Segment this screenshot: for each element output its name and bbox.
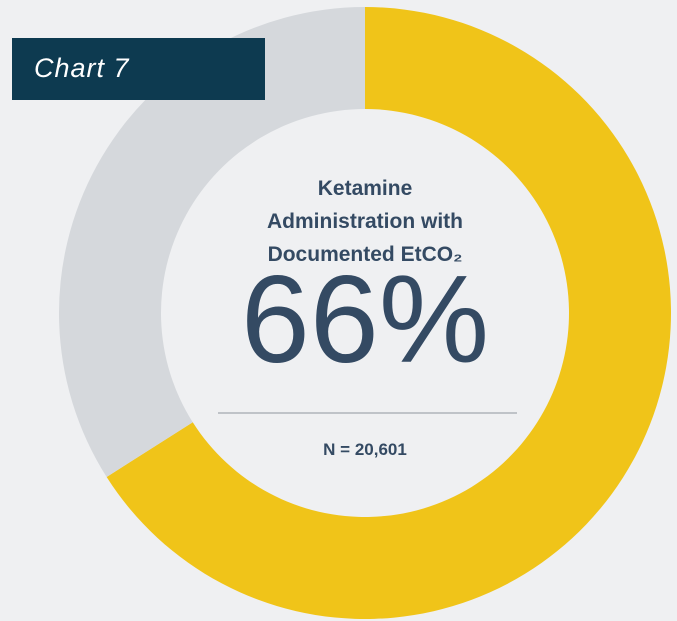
- chart-label: Chart 7: [34, 53, 130, 83]
- donut-segment: [106, 7, 671, 619]
- chart-title: Ketamine Administration with Documented …: [267, 177, 463, 266]
- value-label: 66%: [240, 251, 490, 389]
- donut-segment: [58, 7, 365, 477]
- chart-label-box: Chart 7: [12, 38, 265, 100]
- annotation: N = 20,601: [323, 440, 407, 459]
